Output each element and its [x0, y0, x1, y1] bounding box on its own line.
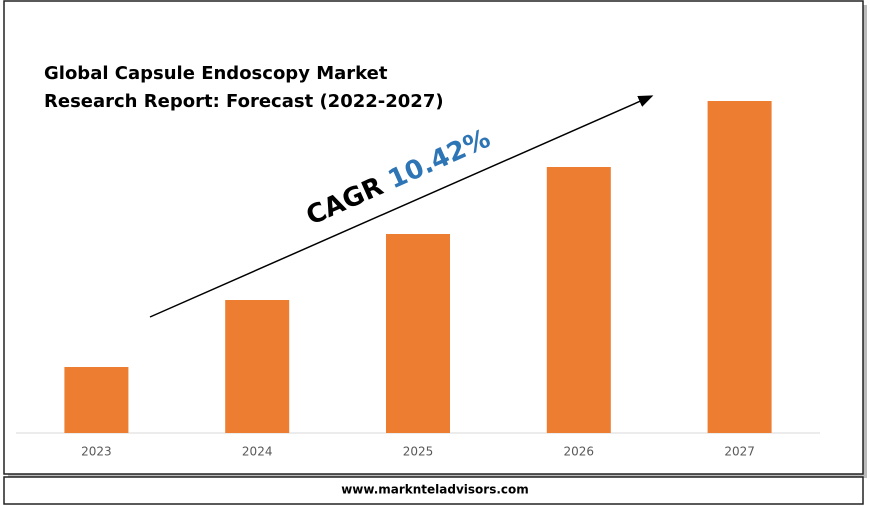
x-tick-label: 2024	[242, 445, 273, 459]
x-tick-label: 2025	[403, 445, 434, 459]
trend-arrow	[149, 95, 654, 318]
footer-frame	[3, 476, 864, 505]
x-tick-label: 2026	[564, 445, 595, 459]
bar	[64, 367, 129, 433]
bar	[546, 167, 611, 433]
chart-title: Research Report: Forecast (2022-2027)	[44, 91, 444, 112]
bar	[386, 234, 450, 433]
footer-url: www.marknteladvisors.com	[341, 483, 529, 497]
chart-title: Global Capsule Endoscopy Market	[44, 63, 388, 84]
x-tick-label: 2023	[81, 445, 112, 459]
bar	[707, 101, 772, 433]
x-tick-label: 2027	[724, 445, 755, 459]
bar	[225, 300, 290, 433]
